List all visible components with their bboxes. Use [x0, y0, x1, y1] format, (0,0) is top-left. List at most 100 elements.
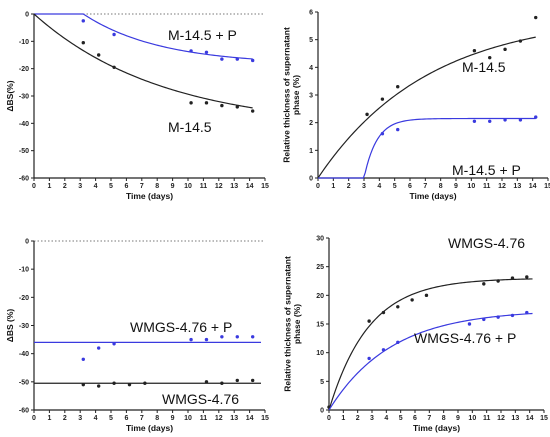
x-tick-label: 7 [423, 183, 427, 190]
x-tick-label: 9 [171, 415, 175, 422]
y-tick-label: 5 [320, 379, 324, 386]
data-point-wmgs-4-76 [396, 305, 400, 309]
x-tick-label: 10 [468, 415, 476, 422]
x-tick-label: 2 [63, 183, 67, 190]
y-tick-label: -40 [19, 351, 29, 358]
data-point-m-14-5 [365, 112, 369, 117]
x-tick-label: 10 [467, 183, 475, 190]
data-point-wmgs-4-76 [424, 293, 429, 298]
fit-curve-m-14-5 [33, 13, 253, 109]
y-tick-label: 0 [309, 176, 313, 183]
y-tick-label: 30 [316, 236, 324, 243]
data-point-wmgs-4-76-p [189, 337, 193, 342]
data-point-m-14-5 [81, 41, 85, 45]
y-tick-label: 0 [25, 239, 29, 246]
data-point-m-14-5-p [112, 32, 116, 37]
data-point-wmgs-4-76 [220, 381, 224, 385]
data-point-m-14-5-p [518, 118, 523, 122]
y-axis-title: Relative thickness of supernatantphase (… [282, 256, 302, 392]
x-tick-label: 9 [454, 183, 458, 190]
data-point-m-14-5-p [235, 57, 239, 61]
data-point-wmgs-4-76 [410, 298, 414, 302]
x-tick-label: 0 [316, 183, 320, 190]
x-tick-label: 11 [483, 415, 491, 422]
x-tick-label: 3 [362, 183, 366, 190]
data-point-m-14-5-p [488, 119, 492, 123]
data-point-wmgs-4-76-p [482, 317, 486, 322]
y-tick-label: 10 [316, 350, 324, 357]
data-point-m-14-5 [250, 109, 255, 113]
data-point-wmgs-4-76-p [367, 356, 371, 361]
x-tick-label: 0 [32, 183, 36, 190]
x-tick-label: 3 [78, 183, 82, 190]
x-tick-label: 14 [246, 183, 254, 190]
data-point-wmgs-4-76-p [235, 335, 239, 339]
x-tick-label: 0 [327, 415, 331, 422]
y-tick-label: 1 [309, 148, 313, 155]
x-tick-label: 11 [200, 415, 208, 422]
x-tick-label: 8 [155, 183, 159, 190]
data-point-wmgs-4-76 [525, 275, 529, 279]
x-tick-label: 14 [529, 183, 537, 190]
x-tick-label: 14 [526, 415, 534, 422]
series-label-m-14-5-p: M-14.5 + P [168, 27, 237, 43]
data-point-m-14-5 [235, 105, 239, 109]
x-tick-label: 13 [230, 415, 238, 422]
x-axis-title: Time (days) [126, 191, 173, 201]
series-label-m-14-5-p: M-14.5 + P [452, 162, 521, 178]
series-label-m-14-5: M-14.5 [462, 59, 506, 75]
x-tick-label: 13 [511, 415, 519, 422]
x-tick-label: 8 [439, 183, 443, 190]
data-point-wmgs-4-76-p [510, 313, 515, 318]
y-tick-label: -10 [19, 39, 29, 46]
x-tick-label: 7 [427, 415, 431, 422]
series-label-wmgs-4-76: WMGS-4.76 [448, 235, 525, 251]
data-point-wmgs-4-76-p [467, 322, 472, 326]
y-tick-label: -20 [19, 66, 29, 73]
y-tick-label: 0 [25, 12, 29, 19]
x-tick-label: 15 [540, 415, 548, 422]
x-tick-label: 4 [384, 415, 388, 422]
data-point-m-14-5 [204, 101, 209, 105]
x-tick-label: 6 [413, 415, 417, 422]
y-tick-label: 5 [309, 37, 313, 44]
data-point-wmgs-4-76-p [496, 315, 500, 319]
y-tick-label: -60 [19, 176, 29, 183]
y-axis-title: Relative thickness of supernatantphase (… [281, 27, 301, 163]
data-point-m-14-5 [488, 55, 492, 60]
x-axis-title: Time (days) [409, 191, 456, 201]
data-point-wmgs-4-76 [482, 282, 486, 286]
data-point-m-14-5-p [81, 19, 85, 23]
fit-curve-m-14-5-p [34, 13, 253, 60]
data-point-wmgs-4-76 [143, 381, 147, 385]
series-label-wmgs-4-76-p: WMGS-4.76 + P [130, 319, 232, 335]
x-tick-label: 12 [215, 415, 223, 422]
data-point-m-14-5-p [472, 119, 477, 123]
data-point-m-14-5-p [189, 49, 193, 53]
x-tick-label: 4 [377, 183, 381, 190]
y-tick-label: -40 [19, 121, 29, 128]
x-tick-label: 4 [94, 415, 98, 422]
data-point-m-14-5-p [503, 118, 507, 122]
x-tick-label: 5 [109, 415, 113, 422]
y-tick-label: 2 [309, 120, 313, 127]
x-tick-label: 12 [215, 183, 223, 190]
x-tick-label: 8 [442, 415, 446, 422]
x-tick-label: 11 [200, 183, 208, 190]
x-axis-title: Time (days) [126, 423, 173, 433]
data-point-wmgs-4-76 [204, 380, 209, 384]
y-tick-label: -50 [19, 379, 29, 386]
data-point-m-14-5-p [534, 115, 538, 119]
x-tick-label: 9 [171, 183, 175, 190]
y-tick-label: -10 [19, 267, 29, 274]
data-point-wmgs-4-76-p [204, 337, 209, 342]
data-point-m-14-5-p [204, 50, 209, 54]
y-tick-label: 6 [309, 10, 313, 17]
data-point-wmgs-4-76 [81, 382, 85, 387]
x-tick-label: 10 [184, 183, 192, 190]
y-tick-label: -50 [19, 148, 29, 155]
data-point-wmgs-4-76 [496, 279, 500, 283]
fit-curve-m-14-5-p [318, 117, 536, 179]
